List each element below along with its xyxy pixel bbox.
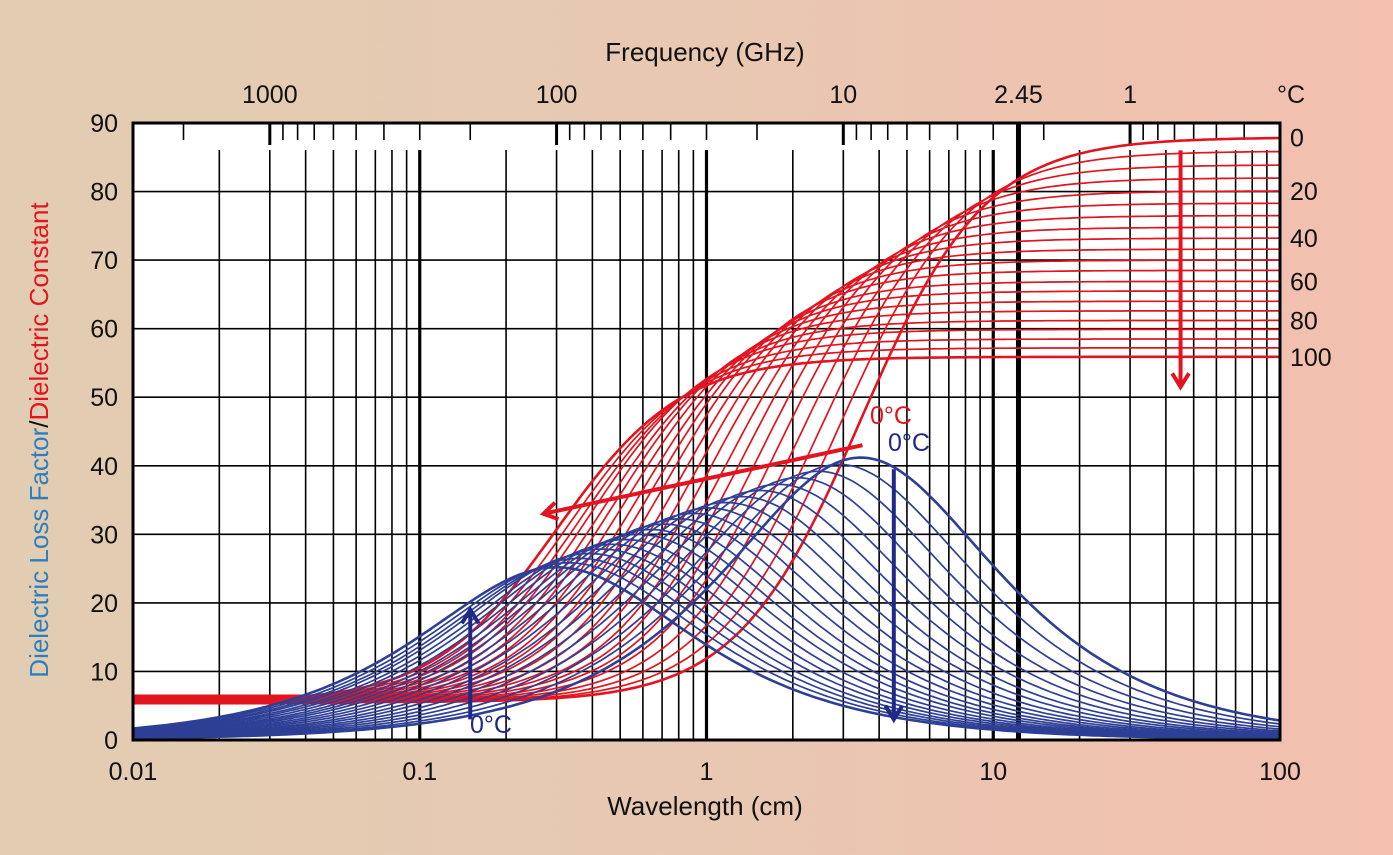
y-tick-label: 20 xyxy=(90,590,118,618)
dielectric-loss-line xyxy=(132,523,1281,738)
frequency-tick-label: 10 xyxy=(829,81,857,109)
arrow-loss-peak-head xyxy=(883,704,904,724)
dielectric-loss-line xyxy=(132,518,1281,738)
y-axis-title-sep: / xyxy=(24,420,54,428)
x-tick-label: 10 xyxy=(979,758,1007,786)
y-axis-title: Dielectric Loss Factor/Dielectric Consta… xyxy=(24,202,54,678)
x-axis-title: Wavelength (cm) xyxy=(607,791,803,821)
y-tick-label: 60 xyxy=(90,316,118,344)
y-axis-title-constant: Dielectric Constant xyxy=(24,202,54,421)
temperature-label: 100 xyxy=(1290,344,1332,372)
top-axis-title: Frequency (GHz) xyxy=(605,37,804,67)
dielectric-loss-line xyxy=(132,501,1281,737)
temperature-label: 20 xyxy=(1290,178,1318,206)
y-axis-title-loss: Dielectric Loss Factor xyxy=(24,427,54,677)
dielectric-loss-line xyxy=(132,489,1281,738)
y-tick-label: 40 xyxy=(90,453,118,481)
y-tick-label: 90 xyxy=(90,110,118,138)
dielectric-loss-line xyxy=(132,483,1281,738)
annotation-blue-0c-top: 0°C xyxy=(888,429,930,457)
dielectric-loss-line xyxy=(132,533,1281,739)
y-tick-label: 80 xyxy=(90,179,118,207)
arrow-loss-tail-head xyxy=(460,605,481,625)
temperature-arrows xyxy=(460,150,1191,724)
x-tick-label: 0.01 xyxy=(109,758,158,786)
annotation-red-0c: 0°C xyxy=(870,402,912,430)
dielectric-loss-line xyxy=(132,528,1281,739)
y-tick-label: 50 xyxy=(90,384,118,412)
frequency-tick-label: 1000 xyxy=(242,81,298,109)
frequency-tick-label: 2.45 xyxy=(994,81,1043,109)
dielectric-loss-line xyxy=(132,548,1281,740)
arrow-constant-relaxation-head xyxy=(539,501,560,521)
arrow-constant-relaxation-shaft xyxy=(543,443,863,516)
temperature-label: 0 xyxy=(1290,124,1304,152)
dielectric-loss-line xyxy=(132,507,1281,737)
top-axis-unit-label: °C xyxy=(1277,81,1305,109)
frequency-tick-label: 100 xyxy=(536,81,578,109)
y-tick-label: 10 xyxy=(90,658,118,686)
dielectric-loss-line xyxy=(132,470,1281,739)
x-tick-label: 0.1 xyxy=(402,758,437,786)
temperature-label: 60 xyxy=(1290,268,1318,296)
dielectric-loss-line xyxy=(132,512,1281,737)
arrow-constant-temperature-head xyxy=(1170,372,1191,391)
dielectric-loss-line xyxy=(132,463,1281,739)
annotation-blue-0c-bottom: 0°C xyxy=(470,711,512,739)
dielectric-loss-line xyxy=(132,538,1281,739)
plot-frame xyxy=(131,121,1282,742)
temperature-label: 80 xyxy=(1290,307,1318,335)
x-tick-label: 1 xyxy=(700,758,714,786)
dielectric-loss-curves xyxy=(132,456,1281,741)
frequency-tick-label: 1 xyxy=(1123,81,1137,109)
grid-lines xyxy=(133,123,1281,740)
x-tick-label: 100 xyxy=(1259,758,1301,786)
dielectric-loss-line xyxy=(132,543,1281,740)
dielectric-loss-line xyxy=(132,566,1281,741)
y-tick-label: 70 xyxy=(90,247,118,275)
y-tick-label: 0 xyxy=(104,727,118,755)
y-tick-label: 30 xyxy=(90,521,118,549)
temperature-label: 40 xyxy=(1290,225,1318,253)
